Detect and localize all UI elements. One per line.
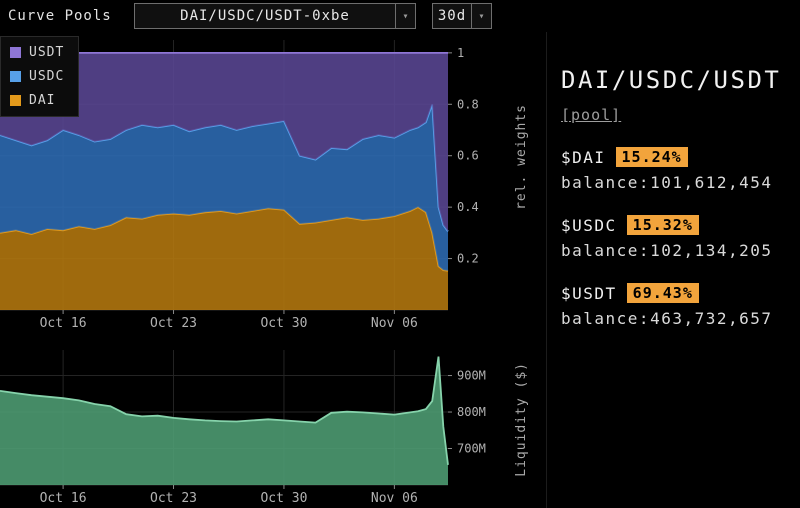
svg-text:Oct 23: Oct 23 [150,316,197,331]
coin-balance: balance:463,732,657 [561,309,773,328]
svg-text:Oct 16: Oct 16 [40,491,87,506]
coin-weight-badge: 15.24% [615,147,688,167]
chevron-down-icon[interactable]: ▾ [471,4,491,28]
svg-text:0.6: 0.6 [457,149,479,163]
coin-row-dai: $DAI 15.24% balance:101,612,454 [561,147,800,192]
coin-weight-badge: 15.32% [626,215,699,235]
svg-text:Oct 30: Oct 30 [260,491,307,506]
svg-text:0.4: 0.4 [457,200,479,214]
legend-item-dai[interactable]: DAI [10,93,64,108]
coin-name: $USDC [561,215,617,235]
coin-row-usdt: $USDT 69.43% balance:463,732,657 [561,283,800,328]
weights-chart: 0.2 0.4 0.6 0.8 1 Oct 16 Oct 23 Oct 30 Nov 06 re… [0,32,546,344]
svg-text:Oct 16: Oct 16 [40,316,87,331]
svg-text:Oct 30: Oct 30 [260,316,307,331]
coin-row-usdc: $USDC 15.32% balance:102,134,205 [561,215,800,260]
svg-text:Nov 06: Nov 06 [371,491,418,506]
weights-chart-plot[interactable]: 0.2 0.4 0.6 0.8 1 Oct 16 Oct 23 Oct 30 Nov 06 [0,32,546,344]
coin-name: $USDT [561,283,617,303]
weights-legend: USDT USDC DAI [0,36,80,117]
svg-text:1: 1 [457,46,464,60]
weights-y-axis-label: rel. weights [514,104,529,210]
svg-text:0.2: 0.2 [457,252,479,266]
coin-balance: balance:101,612,454 [561,173,773,192]
charts-column: 0.2 0.4 0.6 0.8 1 Oct 16 Oct 23 Oct 30 Nov 06 re… [0,32,546,508]
legend-item-usdc[interactable]: USDC [10,69,64,84]
usdt-swatch-icon [10,47,21,58]
coin-name: $DAI [561,147,606,167]
svg-text:Oct 23: Oct 23 [150,491,197,506]
liquidity-chart: 700M 800M 900M Oct 16 Oct 23 Oct 30 Nov 06 Liq… [0,344,546,508]
pool-title: DAI/USDC/USDT [561,66,782,94]
chevron-down-icon[interactable]: ▾ [395,4,415,28]
svg-text:Nov 06: Nov 06 [371,316,418,331]
svg-text:700M: 700M [457,442,486,456]
coin-weight-badge: 69.43% [626,283,699,303]
range-dropdown-value: 30d [437,8,467,24]
legend-label: USDC [29,69,65,84]
liquidity-chart-plot[interactable]: 700M 800M 900M Oct 16 Oct 23 Oct 30 Nov 06 [0,344,546,508]
liquidity-y-axis-label: Liquidity ($) [514,362,529,477]
app-title: Curve Pools [8,8,112,24]
legend-label: USDT [29,45,65,60]
svg-text:800M: 800M [457,405,486,419]
top-bar: Curve Pools DAI/USDC/USDT-0xbe ▾ 30d ▾ [0,0,800,32]
coin-balance: balance:102,134,205 [561,241,773,260]
legend-label: DAI [29,93,56,108]
pool-link[interactable]: [pool] [561,106,622,124]
legend-item-usdt[interactable]: USDT [10,45,64,60]
svg-text:900M: 900M [457,369,486,383]
pool-dropdown[interactable]: DAI/USDC/USDT-0xbe ▾ [134,3,416,29]
dai-swatch-icon [10,95,21,106]
svg-text:0.8: 0.8 [457,97,479,111]
pool-info-panel: DAI/USDC/USDT [pool] $DAI 15.24% balance… [546,32,800,508]
pool-dropdown-value: DAI/USDC/USDT-0xbe [180,8,350,24]
range-dropdown[interactable]: 30d ▾ [432,3,492,29]
usdc-swatch-icon [10,71,21,82]
